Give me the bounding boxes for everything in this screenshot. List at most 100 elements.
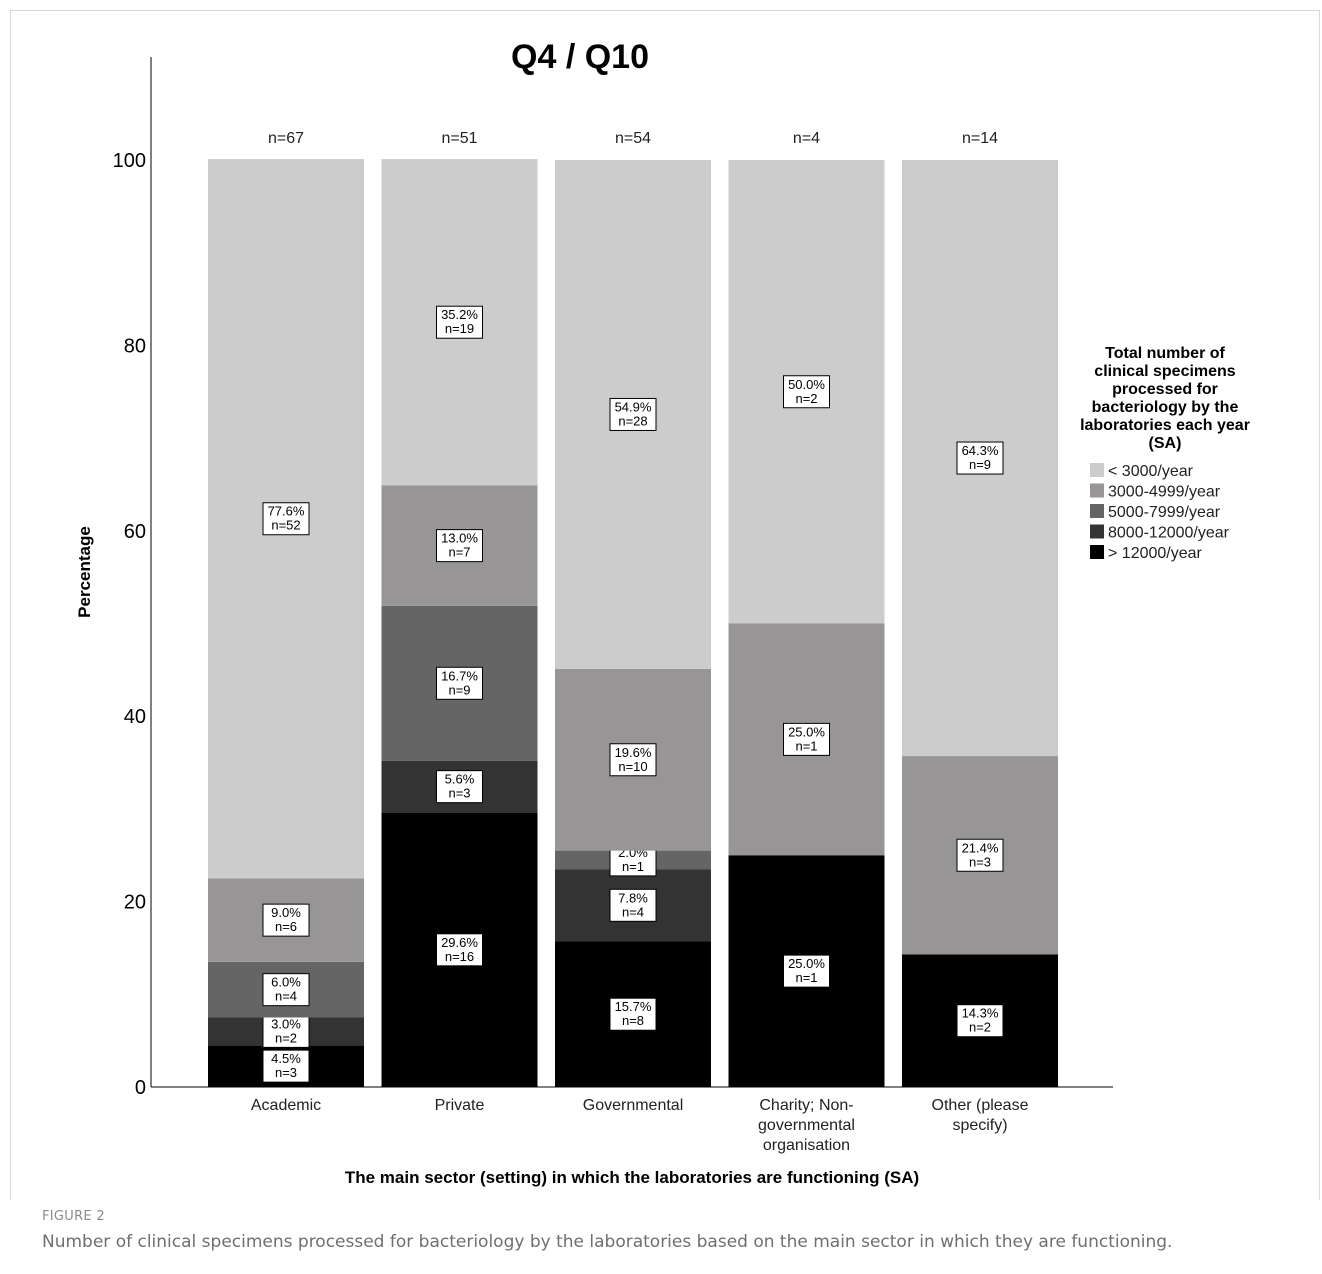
legend-title: laboratories each year (1080, 417, 1250, 434)
data-label: 64.3%n=9 (956, 441, 1004, 475)
x-tick-label: Charity; Non-governmental organisation (758, 1097, 855, 1154)
y-tick-label: 60 (124, 521, 146, 543)
svg-text:4.5%: 4.5% (271, 1051, 301, 1066)
svg-text:25.0%: 25.0% (788, 724, 825, 739)
svg-text:54.9%: 54.9% (615, 399, 652, 414)
svg-text:n=28: n=28 (618, 413, 647, 428)
x-tick-label: Academic (251, 1097, 321, 1114)
data-label: 35.2%n=19 (436, 305, 483, 339)
bar-total-label: n=54 (615, 130, 651, 147)
data-label: 3.0%n=2 (262, 1014, 310, 1048)
x-tick-label: Private (435, 1097, 485, 1114)
svg-text:n=4: n=4 (275, 989, 297, 1004)
svg-text:n=1: n=1 (795, 738, 817, 753)
legend-item-label: < 3000/year (1108, 463, 1194, 480)
data-label: 29.6%n=16 (436, 933, 483, 967)
data-label: 25.0%n=1 (783, 954, 830, 988)
data-label: 13.0%n=7 (436, 529, 483, 563)
bar-total-label: n=4 (793, 130, 820, 147)
y-axis-title: Percentage (75, 526, 94, 618)
data-label: 54.9%n=28 (609, 397, 657, 431)
svg-text:n=7: n=7 (448, 545, 470, 560)
data-label: 19.6%n=10 (609, 743, 657, 777)
x-tick-label: Other (please specify) (932, 1097, 1029, 1134)
legend-title: clinical specimens (1094, 363, 1236, 380)
svg-text:n=10: n=10 (618, 759, 647, 774)
stacked-bar-chart: Q4 / Q104.5%n=33.0%n=26.0%n=49.0%n=677.6… (75, 38, 1250, 1187)
legend-swatch (1090, 504, 1104, 518)
legend-title: Total number of (1105, 345, 1225, 362)
svg-text:19.6%: 19.6% (615, 745, 652, 760)
svg-text:16.7%: 16.7% (441, 668, 478, 683)
chart-title: Q4 / Q10 (511, 38, 649, 76)
data-label: 6.0%n=4 (262, 973, 310, 1007)
svg-text:n=2: n=2 (275, 1030, 297, 1045)
svg-text:n=4: n=4 (622, 904, 644, 919)
legend-swatch (1090, 483, 1104, 498)
y-tick-label: 100 (113, 150, 146, 172)
svg-text:13.0%: 13.0% (441, 531, 478, 546)
data-label: 7.8%n=4 (609, 888, 657, 922)
svg-text:29.6%: 29.6% (441, 935, 478, 950)
svg-text:21.4%: 21.4% (962, 840, 999, 855)
svg-text:n=16: n=16 (445, 949, 474, 964)
svg-text:n=8: n=8 (622, 1013, 644, 1028)
svg-text:n=3: n=3 (275, 1065, 297, 1080)
svg-text:14.3%: 14.3% (962, 1006, 999, 1021)
svg-text:9.0%: 9.0% (271, 905, 301, 920)
figure-label: FIGURE 2 (42, 1209, 105, 1224)
svg-text:64.3%: 64.3% (962, 443, 999, 458)
svg-text:15.7%: 15.7% (615, 999, 652, 1014)
data-label: 14.3%n=2 (956, 1004, 1004, 1038)
y-tick-label: 80 (124, 335, 146, 357)
svg-text:77.6%: 77.6% (268, 504, 305, 519)
svg-text:35.2%: 35.2% (441, 307, 478, 322)
svg-text:n=1: n=1 (622, 859, 644, 874)
y-tick-label: 20 (124, 892, 146, 914)
legend-title: (SA) (1149, 435, 1182, 452)
svg-text:n=9: n=9 (448, 682, 470, 697)
data-label: 16.7%n=9 (436, 666, 483, 700)
svg-text:n=52: n=52 (271, 518, 300, 533)
svg-text:n=1: n=1 (795, 970, 817, 985)
legend-swatch (1090, 463, 1104, 477)
legend-title: processed for (1112, 381, 1218, 398)
data-label: 5.6%n=3 (436, 770, 483, 804)
data-label: 15.7%n=8 (609, 997, 657, 1031)
data-label: 50.0%n=2 (783, 375, 830, 409)
bar-total-label: n=51 (441, 130, 477, 147)
legend-item-label: > 12000/year (1108, 545, 1203, 562)
svg-text:n=6: n=6 (275, 919, 297, 934)
legend-swatch (1090, 545, 1104, 559)
svg-text:7.8%: 7.8% (618, 890, 648, 905)
x-axis-title: The main sector (setting) in which the l… (345, 1168, 919, 1187)
legend-item-label: 3000-4999/year (1108, 484, 1221, 501)
data-label: 77.6%n=52 (262, 502, 310, 536)
data-label: 9.0%n=6 (262, 903, 310, 937)
data-label: 4.5%n=3 (262, 1049, 310, 1083)
svg-text:n=2: n=2 (795, 391, 817, 406)
svg-text:n=9: n=9 (969, 457, 991, 472)
figure-caption: Number of clinical specimens processed f… (42, 1232, 1173, 1252)
svg-text:n=2: n=2 (969, 1020, 991, 1035)
svg-text:6.0%: 6.0% (271, 975, 301, 990)
bar-total-label: n=67 (268, 130, 304, 147)
svg-text:n=19: n=19 (445, 321, 474, 336)
y-tick-label: 40 (124, 706, 146, 728)
svg-text:n=3: n=3 (969, 854, 991, 869)
legend-title: bacteriology by the (1092, 399, 1239, 416)
svg-text:n=3: n=3 (448, 786, 470, 801)
svg-text:3.0%: 3.0% (271, 1016, 301, 1031)
legend-item-label: 5000-7999/year (1108, 504, 1221, 521)
legend-swatch (1090, 524, 1104, 539)
svg-text:5.6%: 5.6% (445, 772, 475, 787)
data-label: 25.0%n=1 (783, 722, 830, 756)
y-tick-label: 0 (135, 1077, 146, 1099)
bar-total-label: n=14 (962, 130, 998, 147)
figure-frame (10, 10, 1320, 1200)
x-tick-label: Governmental (583, 1097, 684, 1114)
svg-text:25.0%: 25.0% (788, 956, 825, 971)
svg-text:50.0%: 50.0% (788, 377, 825, 392)
data-label: 21.4%n=3 (956, 838, 1004, 872)
legend-item-label: 8000-12000/year (1108, 525, 1230, 542)
